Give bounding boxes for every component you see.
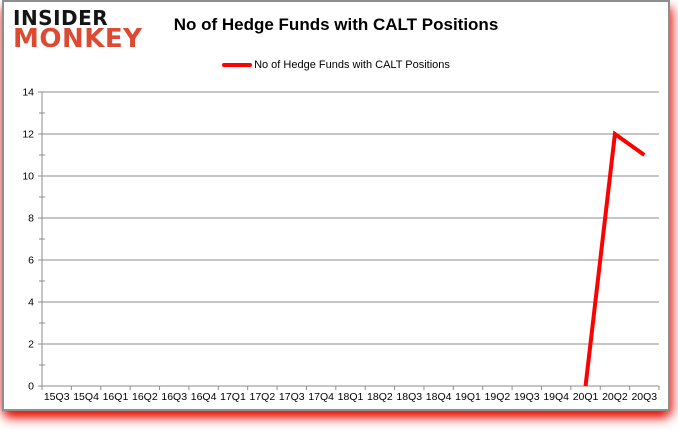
- x-axis-tick-label: 16Q2: [132, 391, 158, 403]
- logo-text-insider: INSIDER: [13, 6, 109, 30]
- y-axis-tick-label: 12: [22, 129, 34, 141]
- y-axis-tick-label: 6: [28, 255, 34, 267]
- chart-panel: INSIDER MONKEY No of Hedge Funds with CA…: [2, 0, 670, 411]
- x-axis-tick-label: 17Q1: [220, 391, 246, 403]
- y-axis-tick-label: 8: [28, 213, 34, 225]
- x-axis-tick-label: 16Q1: [103, 391, 129, 403]
- y-axis-tick-label: 4: [28, 297, 34, 309]
- y-axis-tick-label: 10: [22, 171, 34, 183]
- x-axis-tick-label: 18Q4: [426, 391, 452, 403]
- insider-monkey-logo: INSIDER MONKEY: [13, 6, 143, 55]
- x-axis-tick-label: 15Q3: [44, 391, 70, 403]
- x-axis-tick-label: 15Q4: [73, 391, 99, 403]
- y-axis-tick-label: 14: [22, 87, 34, 99]
- x-axis-tick-label: 16Q4: [191, 391, 217, 403]
- x-axis-tick-label: 20Q2: [602, 391, 628, 403]
- x-axis-tick-label: 17Q2: [250, 391, 276, 403]
- x-axis-tick-label: 19Q1: [455, 391, 481, 403]
- x-axis-tick-label: 20Q3: [631, 391, 657, 403]
- y-axis-tick-label: 0: [28, 381, 34, 393]
- x-axis-tick-label: 18Q2: [367, 391, 393, 403]
- y-axis-tick-label: 2: [28, 339, 34, 351]
- x-axis-tick-label: 19Q3: [514, 391, 540, 403]
- legend-line-marker: [222, 63, 253, 67]
- x-axis-tick-label: 17Q3: [279, 391, 305, 403]
- x-axis-tick-label: 20Q1: [573, 391, 599, 403]
- legend-label: No of Hedge Funds with CALT Positions: [254, 59, 450, 71]
- series-line: [583, 130, 646, 387]
- x-axis-tick-label: 16Q3: [161, 391, 187, 403]
- logo-text-monkey: MONKEY: [13, 24, 143, 55]
- chart-title: No of Hedge Funds with CALT Positions: [173, 15, 499, 34]
- line-chart: 0 2 4 6 8 10 12 14 15Q3 15Q4 16Q1 16Q2 16Q3 16Q4 17Q1 1…: [22, 87, 660, 403]
- x-axis-tick-label: 18Q1: [338, 391, 364, 403]
- x-axis-tick-label: 17Q4: [308, 391, 334, 403]
- x-axis-tick-label: 19Q4: [543, 391, 569, 403]
- legend: No of Hedge Funds with CALT Positions: [4, 59, 668, 71]
- x-axis-tick-label: 19Q2: [485, 391, 511, 403]
- x-axis-tick-label: 18Q3: [396, 391, 422, 403]
